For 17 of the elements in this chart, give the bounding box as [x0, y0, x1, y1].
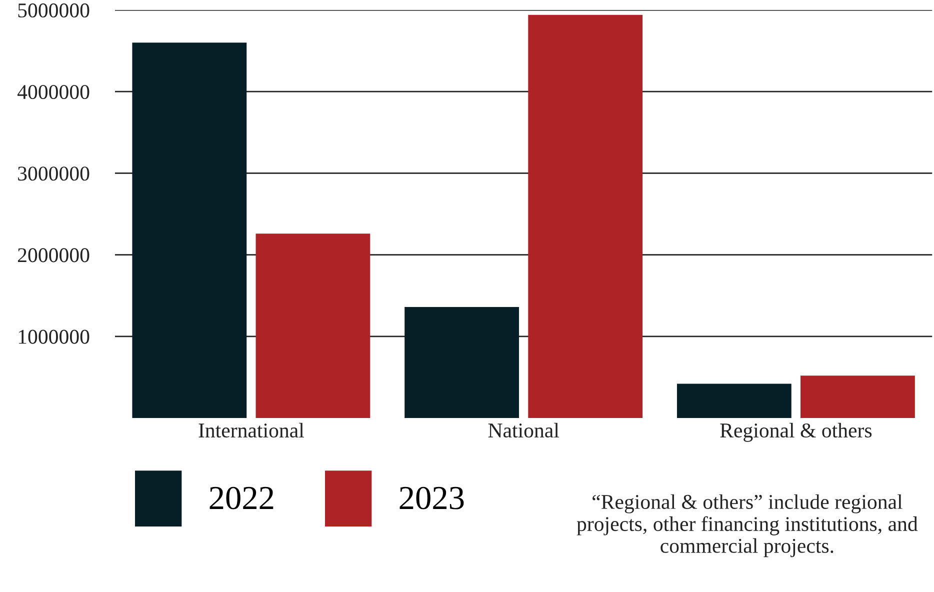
legend-label: 2023	[400, 486, 464, 510]
bar	[800, 376, 915, 418]
y-tick-label: 3000000	[18, 166, 90, 181]
y-tick-label: 1000000	[18, 330, 90, 344]
x-tick-label: National	[488, 422, 560, 438]
bar	[676, 384, 792, 418]
y-tick-label: 5000000	[18, 3, 90, 18]
x-tick-label: Regional & others	[720, 422, 872, 442]
y-tick-label: 2000000	[18, 248, 90, 262]
bar	[132, 42, 247, 418]
x-tick-label: International	[198, 422, 304, 438]
y-tick-label: 4000000	[17, 84, 90, 100]
bar	[256, 234, 370, 418]
bar	[528, 14, 643, 418]
text: “Regional & others” include regional projects, other financing institutions, and commercial projects.	[576, 494, 918, 558]
legend-label: 2022	[210, 486, 274, 510]
bar	[404, 307, 519, 418]
